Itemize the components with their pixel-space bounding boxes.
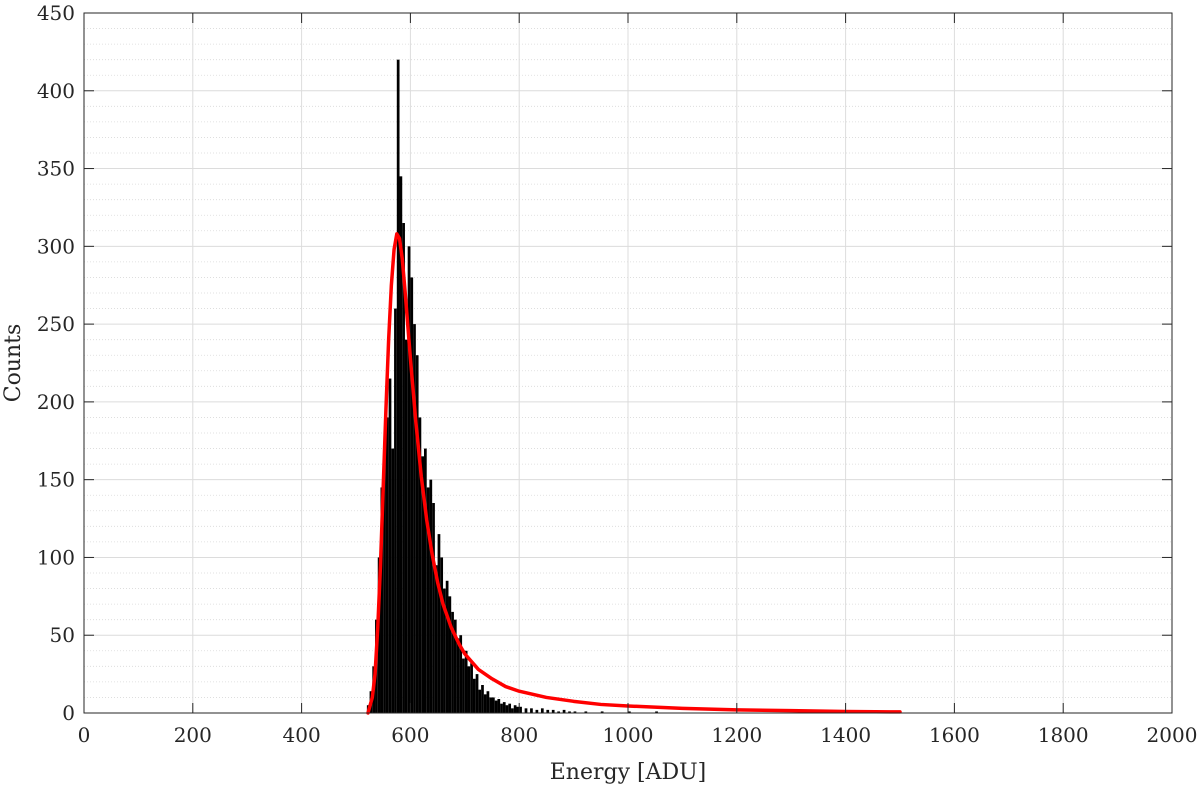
histogram-bar bbox=[432, 503, 435, 713]
histogram-bar bbox=[437, 534, 441, 713]
histogram-bar bbox=[486, 691, 490, 713]
y-axis-title: Counts bbox=[1, 324, 26, 403]
x-tick-label: 2000 bbox=[1147, 723, 1198, 747]
y-tick-label: 50 bbox=[50, 623, 75, 647]
y-tick-label: 200 bbox=[37, 390, 75, 414]
histogram-layer bbox=[366, 59, 658, 714]
axis-ticks bbox=[83, 12, 1173, 714]
histogram-bar bbox=[568, 711, 571, 713]
histogram-bar bbox=[467, 666, 471, 713]
histogram-bar bbox=[481, 685, 484, 713]
y-tick-label: 250 bbox=[37, 312, 75, 336]
x-tick-labels: 0 200 400 600 800 1000 1200 1400 1600 1800 2000 bbox=[78, 723, 1198, 747]
histogram-bar bbox=[502, 702, 506, 713]
histogram-bar bbox=[451, 611, 454, 713]
histogram-bar bbox=[424, 448, 427, 713]
histogram-bar bbox=[557, 711, 560, 713]
histogram-bar bbox=[464, 650, 468, 713]
histogram-bar bbox=[404, 339, 408, 713]
y-tick-label: 450 bbox=[37, 1, 75, 25]
histogram-bar bbox=[385, 417, 389, 713]
histogram-bar bbox=[483, 694, 487, 713]
histogram-bar bbox=[407, 246, 411, 714]
histogram-bar bbox=[584, 711, 588, 713]
y-tick-label: 300 bbox=[37, 234, 75, 258]
histogram-bar bbox=[399, 176, 403, 714]
histogram-bar bbox=[462, 658, 465, 713]
histogram-bar bbox=[628, 711, 631, 713]
histogram-bar bbox=[511, 708, 514, 713]
histogram-bar bbox=[516, 706, 520, 713]
histogram-bar bbox=[492, 697, 495, 713]
histogram-bar bbox=[391, 448, 395, 713]
histogram-bar bbox=[421, 456, 424, 713]
y-tick-label: 350 bbox=[37, 157, 75, 181]
y-tick-label: 0 bbox=[62, 701, 75, 725]
histogram-bar bbox=[530, 708, 533, 713]
x-tick-label: 1800 bbox=[1038, 723, 1089, 747]
y-tick-label: 150 bbox=[37, 468, 75, 492]
histogram-bar bbox=[489, 697, 492, 713]
x-tick-label: 1400 bbox=[820, 723, 871, 747]
histogram-bar bbox=[413, 324, 416, 713]
histogram-bar bbox=[540, 708, 544, 713]
histogram-bar bbox=[383, 456, 386, 713]
x-tick-label: 200 bbox=[174, 723, 212, 747]
histogram-bar bbox=[445, 580, 449, 713]
y-tick-labels: 0 50 100 150 200 250 300 350 400 450 bbox=[37, 1, 75, 725]
histogram-bar bbox=[494, 700, 498, 713]
x-axis-title: Energy [ADU] bbox=[550, 760, 707, 785]
histogram-bar bbox=[453, 619, 457, 713]
histogram-bar bbox=[418, 417, 422, 713]
histogram-bar bbox=[434, 565, 438, 713]
histogram-bar bbox=[600, 711, 604, 713]
x-tick-label: 1600 bbox=[929, 723, 980, 747]
histogram-bar bbox=[415, 355, 419, 713]
x-tick-label: 400 bbox=[283, 723, 321, 747]
x-tick-label: 600 bbox=[391, 723, 429, 747]
histogram-bar bbox=[546, 709, 550, 713]
histogram-bar bbox=[551, 709, 555, 713]
histogram-bar bbox=[380, 487, 384, 713]
y-tick-label: 400 bbox=[37, 79, 75, 103]
histogram-bar bbox=[513, 705, 517, 713]
histogram-bar bbox=[505, 705, 509, 713]
fit-curve-line bbox=[366, 232, 902, 715]
histogram-bar bbox=[377, 557, 381, 713]
histogram-bar bbox=[410, 277, 414, 713]
histogram-bar bbox=[443, 588, 446, 713]
x-tick-label: 1200 bbox=[711, 723, 762, 747]
histogram-bar bbox=[573, 711, 577, 713]
histogram-bar bbox=[472, 678, 476, 713]
histogram-bar bbox=[519, 706, 522, 713]
x-tick-label: 0 bbox=[78, 723, 91, 747]
histogram-bar bbox=[429, 479, 433, 713]
y-tick-label: 100 bbox=[37, 545, 75, 569]
histogram-bar bbox=[470, 663, 473, 713]
histogram-bar bbox=[396, 59, 400, 713]
histogram-bar bbox=[500, 703, 503, 713]
x-tick-label: 800 bbox=[500, 723, 538, 747]
histogram-bar bbox=[459, 635, 463, 713]
histogram-bar bbox=[535, 709, 539, 713]
histogram-bar bbox=[655, 711, 658, 713]
x-tick-label: 1000 bbox=[603, 723, 654, 747]
histogram-bar bbox=[426, 487, 430, 713]
histogram-bar bbox=[478, 689, 482, 713]
fit-curve-layer bbox=[366, 232, 902, 715]
histogram-bar bbox=[475, 674, 479, 713]
histogram-bar bbox=[456, 638, 460, 713]
histogram-bar bbox=[508, 703, 512, 713]
histogram-bar bbox=[440, 557, 444, 713]
histogram-bar bbox=[388, 378, 392, 713]
histogram-bar bbox=[562, 709, 566, 713]
histogram-bar bbox=[402, 223, 405, 713]
histogram-bar bbox=[394, 308, 397, 713]
histogram-bar bbox=[497, 699, 501, 713]
histogram-bar bbox=[448, 596, 452, 713]
histogram-bar bbox=[524, 708, 528, 713]
